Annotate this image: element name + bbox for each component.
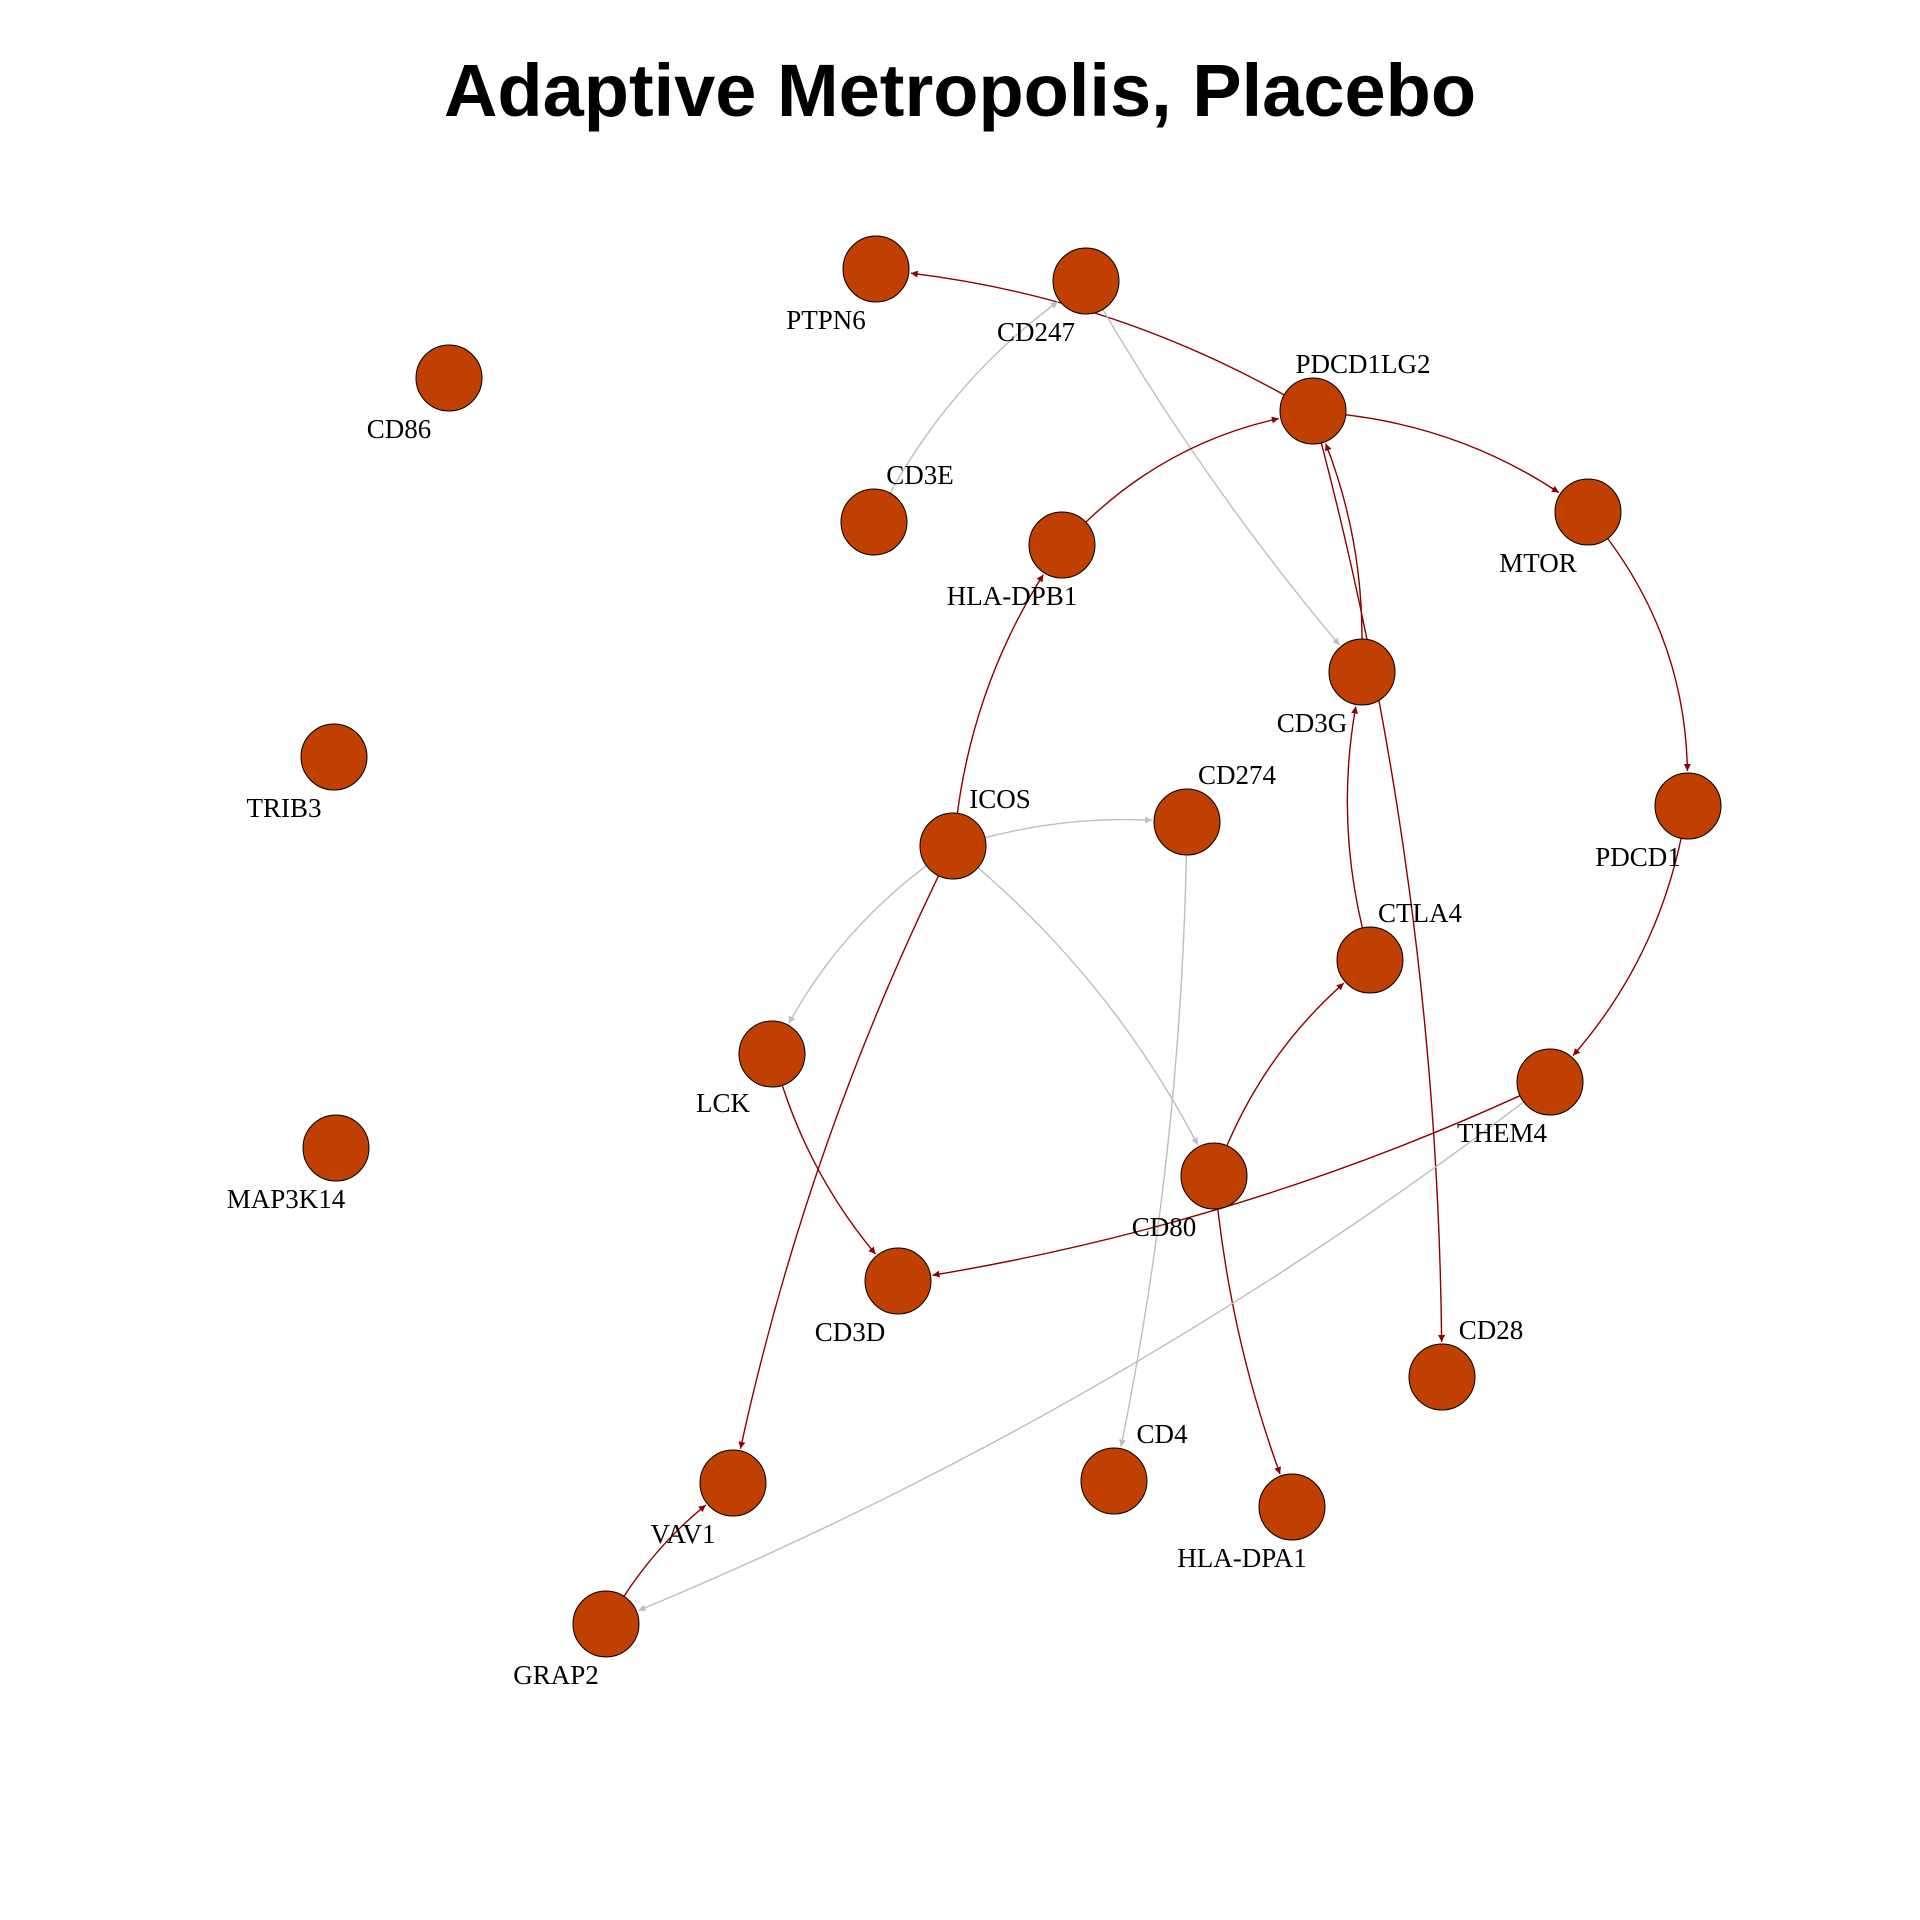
node-label: CD80 (1132, 1212, 1197, 1242)
node-label: CD3G (1277, 708, 1348, 738)
node-circle (1328, 638, 1396, 706)
node-hla-dpa1: HLA-DPA1 (1177, 1473, 1326, 1573)
node-cd3g: CD3G (1277, 638, 1396, 738)
node-circle (1336, 926, 1404, 994)
node-circle (1516, 1048, 1584, 1116)
node-circle (919, 812, 987, 880)
edge-them4-to-grap2 (638, 1101, 1525, 1612)
edge-grap2-to-vav1 (623, 1504, 707, 1597)
edge-lck-to-cd3d (781, 1085, 877, 1255)
node-label: CD28 (1459, 1315, 1524, 1345)
node-cd3d: CD3D (815, 1247, 932, 1347)
node-label: CD3E (886, 460, 954, 490)
edge-mtor-to-pdcd1 (1607, 538, 1691, 772)
node-circle (1080, 1447, 1148, 1515)
node-grap2: GRAP2 (513, 1590, 640, 1690)
node-label: CD86 (367, 414, 432, 444)
node-circle (1153, 788, 1221, 856)
node-label: HLA-DPA1 (1177, 1543, 1307, 1573)
edge-cd3e-to-cd247 (889, 301, 1059, 494)
edge-icos-to-cd80 (977, 867, 1199, 1146)
node-label: CD3D (815, 1317, 886, 1347)
edges-layer (623, 270, 1691, 1612)
node-circle (699, 1449, 767, 1517)
node-label: PDCD1LG2 (1295, 349, 1430, 379)
node-label: CD274 (1198, 760, 1277, 790)
node-label: PTPN6 (786, 305, 866, 335)
edge-pdcd1lg2-to-cd28 (1320, 442, 1446, 1343)
node-cd4: CD4 (1080, 1419, 1188, 1515)
edge-cd80-to-ctla4 (1226, 982, 1345, 1146)
node-circle (300, 723, 368, 791)
node-label: MTOR (1499, 548, 1577, 578)
node-hla-dpb1: HLA-DPB1 (947, 511, 1096, 611)
node-circle (1028, 511, 1096, 579)
node-label: CTLA4 (1378, 898, 1462, 928)
node-circle (1052, 247, 1120, 315)
edge-icos-to-cd274 (984, 816, 1153, 839)
edge-ctla4-to-cd3g (1346, 706, 1364, 929)
node-cd274: CD274 (1153, 760, 1277, 856)
edge-cd247-to-cd3g (1102, 309, 1341, 646)
node-cd86: CD86 (367, 344, 483, 444)
node-circle (1258, 1473, 1326, 1541)
node-label: LCK (696, 1088, 751, 1118)
edge-icos-to-hla-dpb1 (956, 574, 1044, 814)
node-vav1: VAV1 (650, 1449, 767, 1549)
edge-pdcd1-to-them4 (1572, 838, 1682, 1057)
node-cd3e: CD3E (840, 460, 954, 556)
node-them4: THEM4 (1457, 1048, 1584, 1148)
node-label: THEM4 (1457, 1118, 1547, 1148)
edge-pdcd1lg2-to-ptpn6 (910, 270, 1285, 396)
node-ptpn6: PTPN6 (786, 235, 910, 335)
node-lck: LCK (696, 1020, 806, 1118)
node-circle (842, 235, 910, 303)
node-cd247: CD247 (997, 247, 1120, 347)
node-circle (738, 1020, 806, 1088)
node-label: PDCD1 (1595, 842, 1681, 872)
edge-them4-to-cd3d (932, 1095, 1521, 1278)
diagram-title: Adaptive Metropolis, Placebo (443, 49, 1477, 132)
node-label: CD247 (997, 317, 1075, 347)
node-map3k14: MAP3K14 (227, 1114, 370, 1214)
node-circle (1654, 772, 1722, 840)
node-label: HLA-DPB1 (947, 581, 1078, 611)
node-mtor: MTOR (1499, 478, 1622, 578)
node-cd80: CD80 (1132, 1142, 1248, 1242)
edge-pdcd1lg2-to-mtor (1345, 414, 1560, 494)
node-pdcd1: PDCD1 (1595, 772, 1722, 872)
edge-hla-dpb1-to-pdcd1lg2 (1085, 416, 1279, 523)
edge-icos-to-vav1 (738, 875, 940, 1449)
node-trib3: TRIB3 (246, 723, 368, 823)
nodes-layer: PTPN6 CD247 CD86 PDCD1LG2 CD3E HLA-DPB1 MTOR CD… (227, 235, 1722, 1690)
node-circle (1408, 1343, 1476, 1411)
node-label: TRIB3 (246, 793, 321, 823)
node-cd28: CD28 (1408, 1315, 1524, 1411)
edge-cd3g-to-pdcd1lg2 (1324, 443, 1363, 640)
node-circle (1180, 1142, 1248, 1210)
edge-cd80-to-hla-dpa1 (1217, 1208, 1281, 1475)
node-circle (1554, 478, 1622, 546)
node-circle (302, 1114, 370, 1182)
node-circle (864, 1247, 932, 1315)
node-pdcd1lg2: PDCD1LG2 (1279, 349, 1431, 445)
edge-cd274-to-cd4 (1118, 854, 1188, 1447)
node-label: CD4 (1136, 1419, 1188, 1449)
node-circle (840, 488, 908, 556)
node-ctla4: CTLA4 (1336, 898, 1462, 994)
node-circle (415, 344, 483, 412)
node-label: VAV1 (650, 1519, 715, 1549)
edge-icos-to-lck (788, 865, 927, 1024)
node-circle (1279, 377, 1347, 445)
node-label: GRAP2 (513, 1660, 599, 1690)
node-label: ICOS (969, 784, 1031, 814)
node-circle (572, 1590, 640, 1658)
node-label: MAP3K14 (227, 1184, 346, 1214)
node-icos: ICOS (919, 784, 1031, 880)
